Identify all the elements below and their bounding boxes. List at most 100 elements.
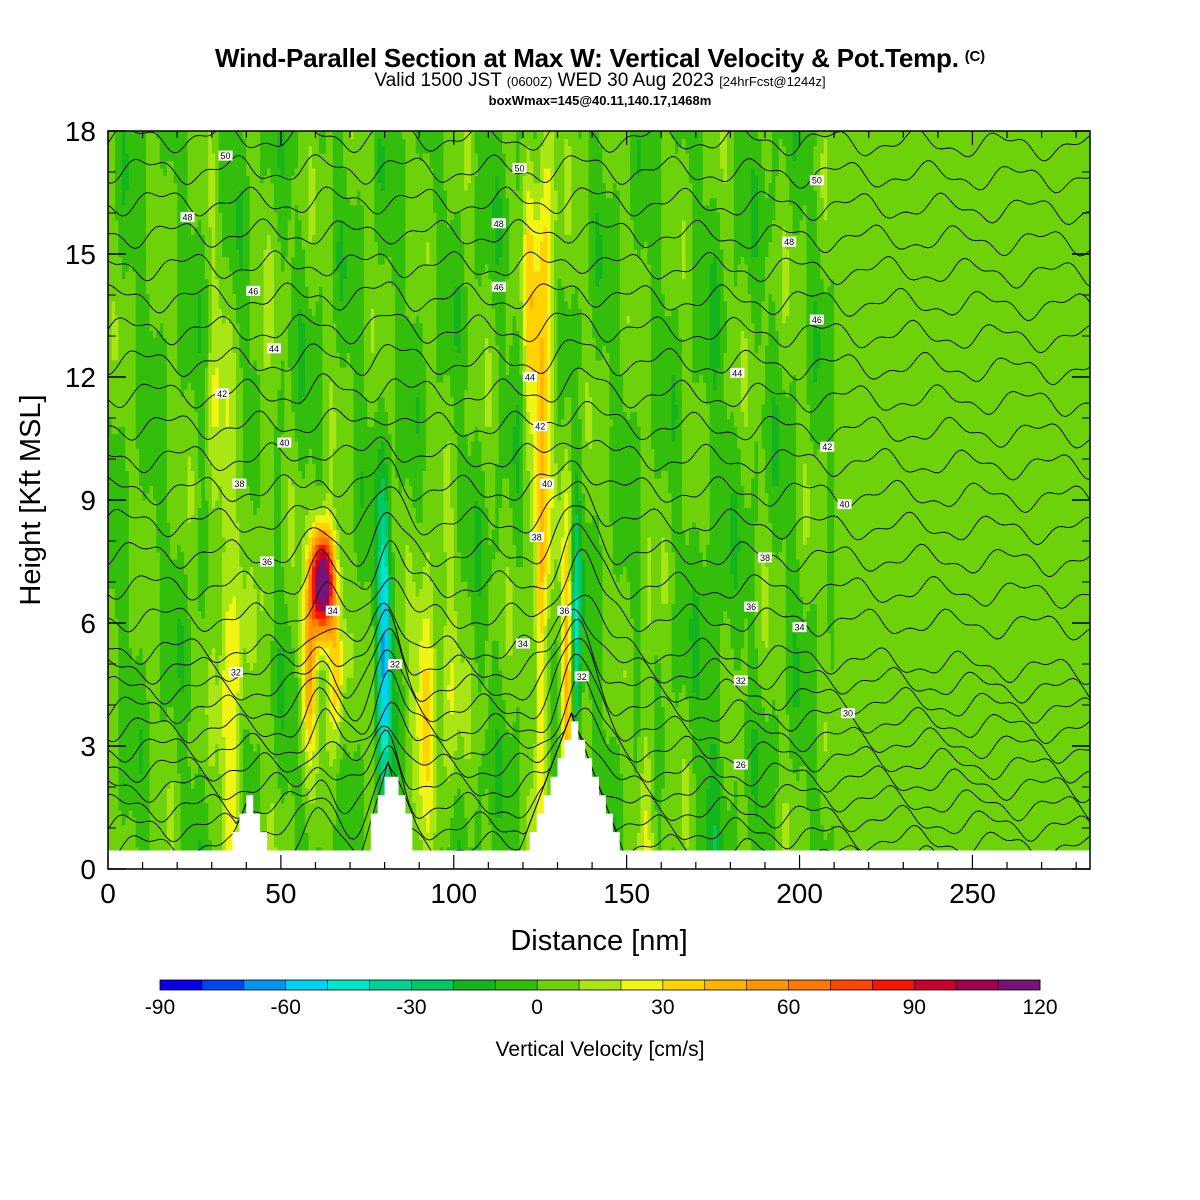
w-cell bbox=[906, 131, 911, 869]
w-cell bbox=[381, 131, 386, 147]
w-cell bbox=[215, 278, 220, 368]
w-cell bbox=[298, 677, 303, 767]
w-cell bbox=[329, 381, 334, 516]
w-cell bbox=[329, 131, 334, 383]
w-cell bbox=[187, 721, 192, 767]
theta-label: 38 bbox=[757, 552, 772, 563]
w-cell bbox=[678, 131, 683, 147]
svg-text:34: 34 bbox=[328, 606, 338, 616]
w-cell bbox=[370, 625, 375, 869]
valid-date: WED 30 Aug 2023 bbox=[557, 70, 714, 91]
terrain-profile bbox=[108, 721, 1090, 869]
w-cell bbox=[789, 204, 794, 383]
w-cell bbox=[616, 743, 621, 869]
w-cell bbox=[225, 426, 230, 612]
w-cell bbox=[775, 559, 780, 715]
w-cell bbox=[554, 190, 559, 221]
w-cell bbox=[426, 618, 431, 671]
w-cell bbox=[273, 212, 279, 427]
w-cell bbox=[764, 492, 770, 568]
w-cell bbox=[315, 654, 320, 671]
w-cell bbox=[986, 131, 991, 869]
w-cell bbox=[312, 315, 317, 464]
w-cell bbox=[751, 131, 756, 169]
w-cell bbox=[474, 131, 479, 154]
w-cell bbox=[823, 721, 828, 752]
theta-contour bbox=[108, 91, 1090, 129]
w-cell bbox=[190, 389, 196, 472]
w-cell bbox=[692, 131, 697, 383]
w-cell bbox=[235, 522, 240, 619]
w-cell bbox=[657, 662, 662, 869]
w-cell bbox=[377, 263, 382, 398]
w-cell bbox=[637, 736, 642, 833]
w-cell bbox=[979, 131, 984, 869]
w-cell bbox=[332, 573, 337, 612]
w-cell bbox=[616, 190, 621, 582]
w-cell bbox=[706, 787, 711, 869]
w-cell bbox=[211, 647, 216, 767]
w-cell bbox=[350, 367, 355, 634]
w-cell bbox=[688, 529, 693, 619]
w-cell bbox=[194, 226, 199, 413]
w-cell bbox=[1055, 131, 1060, 869]
w-cell bbox=[208, 352, 213, 464]
w-cell bbox=[114, 131, 119, 221]
w-cell bbox=[329, 536, 334, 545]
w-cell bbox=[325, 544, 330, 553]
w-cell bbox=[211, 374, 216, 427]
w-cell bbox=[166, 131, 171, 162]
y-tick-label: 0 bbox=[80, 854, 96, 885]
w-cell bbox=[547, 573, 552, 619]
w-cell bbox=[744, 618, 749, 700]
w-cell bbox=[322, 625, 327, 634]
w-cell bbox=[298, 404, 303, 472]
w-cell bbox=[436, 381, 441, 869]
w-cell bbox=[325, 522, 330, 531]
w-cell bbox=[681, 131, 687, 139]
w-cell bbox=[785, 131, 790, 176]
w-cell bbox=[1020, 131, 1025, 869]
w-cell bbox=[329, 618, 334, 634]
w-cell bbox=[415, 131, 420, 154]
w-cell bbox=[713, 256, 718, 390]
w-cell bbox=[602, 131, 607, 184]
w-cell bbox=[426, 153, 431, 243]
w-cell bbox=[512, 426, 517, 464]
w-cell bbox=[398, 131, 403, 494]
w-cell bbox=[426, 263, 431, 553]
w-cell bbox=[239, 271, 244, 368]
w-cell bbox=[509, 131, 514, 346]
w-cell bbox=[273, 131, 279, 213]
theta-contour bbox=[108, 618, 1090, 724]
w-cell bbox=[415, 396, 420, 435]
w-cell bbox=[301, 131, 306, 250]
w-cell bbox=[381, 677, 386, 730]
w-cell bbox=[318, 551, 323, 560]
w-cell bbox=[253, 662, 258, 752]
w-cell bbox=[754, 817, 759, 869]
w-cell bbox=[464, 131, 469, 191]
theta-label: 48 bbox=[180, 212, 195, 223]
w-cell bbox=[353, 204, 358, 553]
w-cell bbox=[699, 551, 704, 869]
w-cell bbox=[740, 647, 745, 869]
w-cell bbox=[955, 131, 960, 869]
w-cell bbox=[450, 131, 455, 221]
w-cell bbox=[771, 131, 776, 221]
colorbar-swatch bbox=[914, 980, 957, 990]
w-cell bbox=[128, 263, 133, 649]
w-cell bbox=[187, 219, 192, 383]
w-cell bbox=[422, 470, 427, 568]
w-cell bbox=[114, 315, 119, 361]
colorbar-tick-label: -30 bbox=[396, 996, 426, 1019]
w-cell bbox=[744, 507, 749, 619]
w-cell bbox=[975, 131, 980, 869]
w-cell bbox=[166, 787, 171, 841]
w-cell bbox=[526, 131, 531, 147]
w-cell bbox=[637, 175, 642, 258]
w-cell bbox=[294, 677, 299, 869]
w-cell bbox=[723, 404, 728, 612]
w-cell bbox=[899, 131, 904, 869]
w-cell bbox=[516, 330, 521, 405]
